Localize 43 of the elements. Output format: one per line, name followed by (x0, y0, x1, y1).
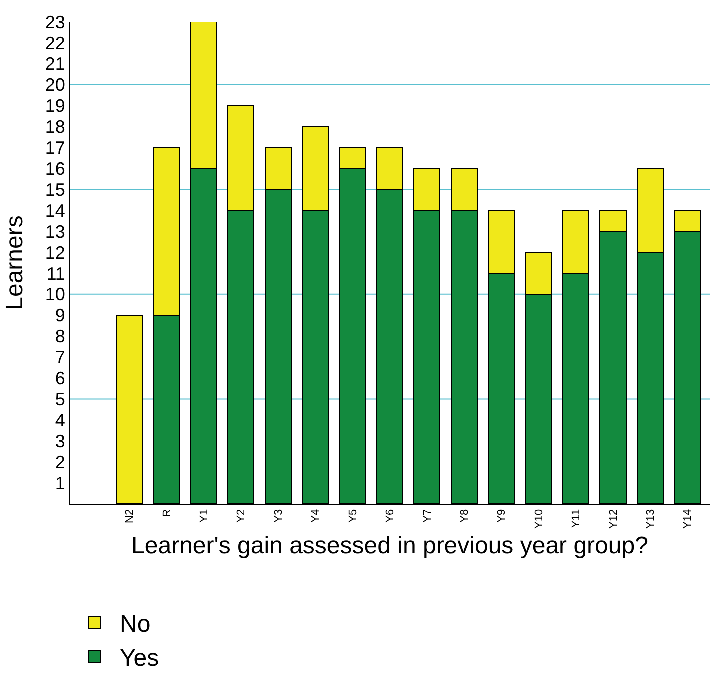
x-tick-label: Y7 (422, 509, 434, 523)
y-tick-label: 12 (45, 242, 66, 263)
y-tick-label: 17 (45, 138, 66, 158)
y-tick-label: 23 (45, 12, 66, 32)
legend-label: Yes (120, 645, 160, 672)
legend-label: No (120, 610, 151, 638)
x-tick-label: Y9 (496, 509, 508, 523)
y-tick-label: 8 (55, 326, 66, 347)
y-tick-label: 20 (45, 75, 66, 96)
y-tick-label: 4 (55, 410, 66, 430)
x-tick-label: Y10 (533, 509, 546, 529)
y-tick-label: 13 (45, 222, 66, 242)
y-tick-label: 6 (55, 368, 66, 389)
x-tick-label: Y13 (645, 509, 658, 529)
x-tick-label: Y3 (272, 509, 285, 523)
y-tick-label: 1 (55, 473, 66, 494)
x-tick-label: N2 (124, 509, 136, 524)
y-tick-label: 22 (45, 33, 66, 54)
x-tick-label: Y5 (347, 509, 360, 523)
x-tick-label: Y4 (310, 509, 322, 523)
x-tick-label: Y8 (458, 509, 471, 523)
x-tick-label: Y6 (384, 509, 397, 523)
x-axis-title: Learner's gain assessed in previous year group? (132, 532, 648, 560)
y-axis-title: Learners (1, 216, 28, 310)
y-tick-label: 9 (55, 306, 66, 326)
y-tick-label: 11 (46, 264, 66, 284)
y-tick-label: 14 (45, 200, 66, 221)
y-tick-label: 21 (45, 54, 66, 74)
x-tick-label: Y12 (608, 509, 620, 529)
x-tick-label: Y14 (682, 509, 694, 529)
x-tick-label: Y1 (198, 509, 211, 523)
y-tick-label: 3 (55, 431, 66, 452)
y-tick-label: 5 (55, 390, 66, 410)
y-tick-label: 16 (45, 159, 66, 179)
x-tick-label: Y2 (236, 509, 248, 523)
y-tick-label: 15 (45, 180, 66, 200)
y-tick-label: 7 (55, 348, 66, 368)
y-tick-label: 10 (45, 284, 66, 305)
y-tick-label: 19 (45, 96, 66, 116)
y-tick-label: 2 (55, 452, 66, 472)
x-tick-label: Y11 (570, 509, 583, 528)
x-tick-label: R (161, 509, 174, 518)
y-tick-label: 18 (45, 117, 66, 138)
